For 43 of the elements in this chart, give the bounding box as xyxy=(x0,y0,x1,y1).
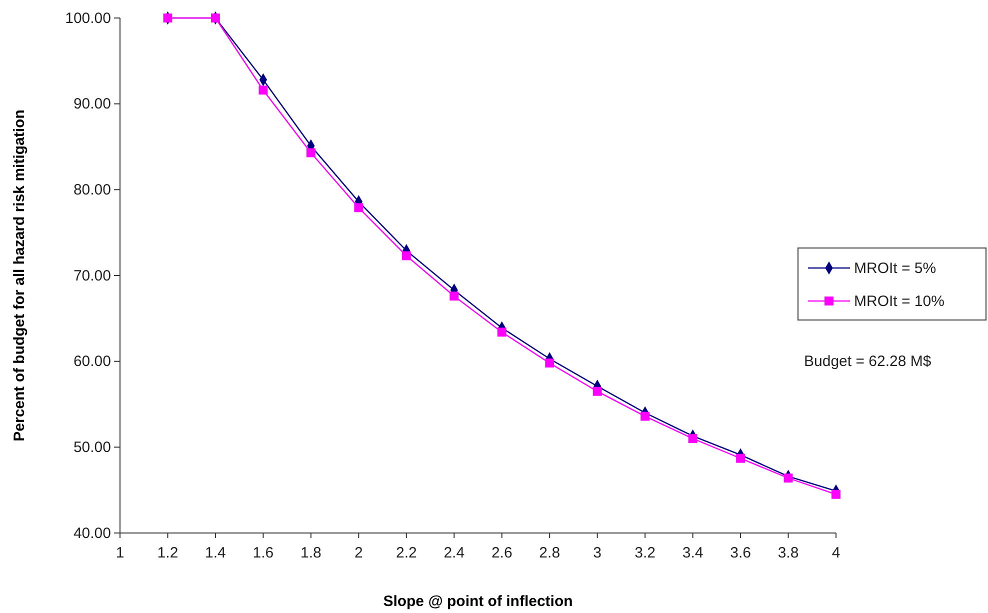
x-tick-label: 3.6 xyxy=(730,544,751,562)
legend-label: MROIt = 10% xyxy=(854,293,944,310)
point xyxy=(210,14,220,22)
x-tick-label: 3.4 xyxy=(682,544,704,562)
point xyxy=(592,386,602,396)
y-tick-label: 60.00 xyxy=(73,353,111,370)
x-tick-label: 3 xyxy=(593,544,602,562)
x-tick-label: 1 xyxy=(116,544,124,562)
x-tick-label: 2.4 xyxy=(444,544,465,562)
point xyxy=(354,203,364,212)
legend-label: MROIt = 5% xyxy=(854,260,936,277)
y-tick-label: 100.00 xyxy=(65,10,111,27)
x-axis-title: Slope @ point of inflection xyxy=(383,593,573,610)
point xyxy=(688,434,698,444)
point xyxy=(450,292,459,301)
point xyxy=(306,148,316,158)
y-tick-label: 40.00 xyxy=(73,524,111,542)
x-tick-label: 3.8 xyxy=(778,544,799,562)
point xyxy=(784,474,793,483)
annotation: Budget = 62.28 M$ xyxy=(804,353,932,370)
x-tick-label: 1.4 xyxy=(205,544,226,562)
x-tick-label: 2.8 xyxy=(539,544,560,562)
x-tick-label: 3.2 xyxy=(634,544,656,562)
y-tick-label: 50.00 xyxy=(73,438,111,456)
point xyxy=(497,328,506,337)
point xyxy=(545,358,554,368)
point xyxy=(163,14,172,22)
x-tick-label: 4 xyxy=(832,544,840,562)
x-tick-label: 2.6 xyxy=(491,544,512,562)
point xyxy=(640,412,650,421)
point xyxy=(258,86,268,95)
x-tick-label: 2.2 xyxy=(396,544,417,562)
y-tick-label: 80.00 xyxy=(73,181,111,198)
point xyxy=(736,454,746,463)
point xyxy=(832,490,840,499)
y-tick-label: 70.00 xyxy=(73,267,111,284)
y-axis-title: Percent of budget for all hazard risk mitigation xyxy=(11,110,28,442)
x-tick-label: 1.8 xyxy=(300,544,322,562)
x-tick-label: 1.6 xyxy=(252,544,274,562)
point xyxy=(402,251,411,260)
y-tick-label: 90.00 xyxy=(73,96,111,113)
x-tick-label: 1.2 xyxy=(157,544,178,562)
x-tick-label: 2 xyxy=(354,544,363,562)
